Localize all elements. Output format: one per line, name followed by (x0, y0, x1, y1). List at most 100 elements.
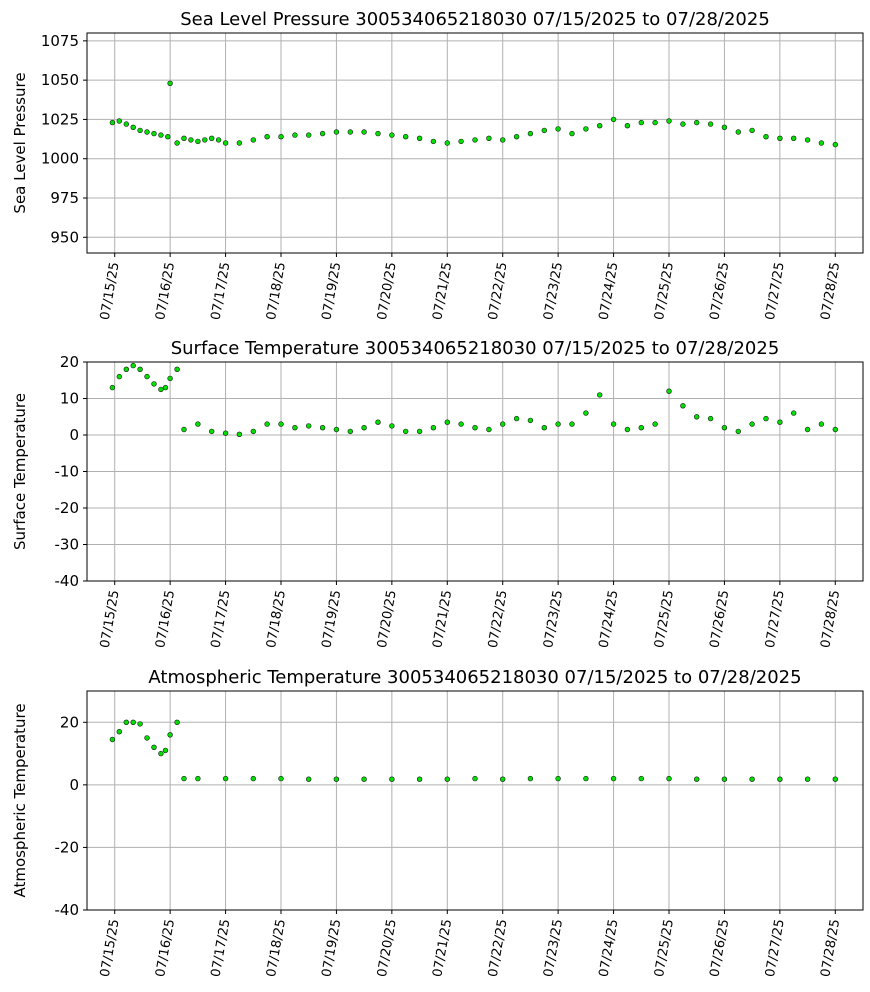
data-point (292, 132, 298, 138)
data-point (167, 80, 173, 87)
data-point (749, 127, 755, 134)
data-point (527, 417, 534, 424)
y-tick-label: -10 (55, 463, 80, 481)
data-point (444, 140, 450, 146)
x-tick-label: 07/25/25 (652, 261, 677, 321)
data-point (250, 137, 257, 143)
data-point (500, 137, 506, 143)
y-axis-label: Atmospheric Temperature (11, 703, 29, 897)
charts: Sea Level Pressure 300534065218030 07/15… (11, 9, 864, 978)
x-tick-label: 07/18/25 (264, 918, 289, 978)
y-tick-label: 0 (69, 426, 79, 444)
data-point (486, 135, 492, 142)
data-point (721, 124, 728, 131)
y-tick-label: 1075 (41, 32, 79, 50)
data-point (486, 426, 492, 433)
data-point (209, 135, 215, 142)
data-point (278, 421, 284, 427)
data-point (555, 126, 561, 132)
data-point (109, 736, 116, 743)
data-point (513, 134, 520, 140)
data-point (162, 747, 169, 754)
data-point (596, 392, 603, 398)
chart-title: Atmospheric Temperature 300534065218030 … (148, 667, 801, 688)
y-tick-label: 0 (69, 776, 79, 794)
data-point (109, 384, 116, 391)
data-point (306, 776, 312, 782)
data-point (777, 776, 783, 782)
data-point (749, 421, 755, 427)
x-tick-label: 07/20/25 (375, 918, 400, 978)
data-point (804, 776, 811, 782)
data-point (162, 384, 169, 391)
data-point (306, 423, 312, 429)
data-point (174, 140, 180, 146)
data-point (527, 775, 534, 782)
data-point (430, 138, 437, 145)
data-point (158, 132, 164, 138)
data-point (777, 135, 783, 142)
x-tick-label: 07/24/25 (597, 261, 622, 321)
x-tick-label: 07/27/25 (763, 261, 788, 321)
data-point (144, 373, 150, 380)
y-tick-label: -30 (55, 536, 80, 554)
data-point (389, 776, 395, 782)
data-point (513, 415, 520, 422)
x-tick-label: 07/28/25 (818, 589, 843, 649)
data-point (735, 129, 741, 135)
data-point (818, 421, 825, 427)
y-tick-label: -40 (55, 572, 80, 590)
x-tick-label: 07/24/25 (597, 589, 622, 649)
data-point (361, 425, 367, 431)
data-point (236, 140, 243, 146)
x-tick-label: 07/21/25 (430, 261, 455, 321)
data-point (790, 135, 797, 142)
data-point (403, 134, 409, 140)
data-point (721, 776, 728, 782)
data-point (541, 425, 547, 431)
data-point (130, 124, 136, 131)
data-point (624, 122, 631, 129)
data-point (278, 134, 284, 140)
data-point (123, 121, 130, 127)
plot-frame (86, 361, 864, 582)
data-point (144, 129, 150, 135)
data-point (250, 775, 257, 782)
data-point (389, 132, 395, 138)
data-point (167, 375, 173, 382)
y-tick-label: 1050 (41, 71, 79, 89)
x-tick-label: 07/28/25 (818, 918, 843, 978)
data-point (375, 419, 381, 425)
data-point (181, 135, 187, 142)
data-point (116, 373, 123, 380)
data-point (123, 366, 130, 372)
x-tick-label: 07/22/25 (486, 918, 511, 978)
y-tick-label: 1000 (41, 150, 79, 168)
x-tick-label: 07/27/25 (763, 589, 788, 649)
data-point (596, 122, 603, 129)
x-tick-label: 07/23/25 (541, 261, 566, 321)
data-point (116, 118, 123, 124)
data-point (790, 410, 797, 416)
data-point (319, 425, 326, 431)
data-point (181, 775, 187, 782)
data-point (680, 403, 686, 409)
data-point (458, 421, 464, 427)
data-point (167, 732, 173, 738)
x-tick-label: 07/22/25 (486, 261, 511, 321)
data-point (361, 776, 367, 782)
data-point (292, 425, 298, 431)
y-tick-label: -20 (55, 838, 80, 856)
x-tick-label: 07/18/25 (264, 589, 289, 649)
data-point (555, 421, 561, 427)
data-point (472, 425, 478, 431)
data-point (763, 415, 769, 422)
x-tick-label: 07/20/25 (375, 589, 400, 649)
x-tick-label: 07/28/25 (818, 261, 843, 321)
y-axis-label: Surface Temperature (11, 393, 29, 550)
plot-frame (86, 690, 864, 911)
data-point (222, 140, 229, 146)
data-point (569, 421, 575, 427)
x-tick-label: 07/20/25 (375, 261, 400, 321)
